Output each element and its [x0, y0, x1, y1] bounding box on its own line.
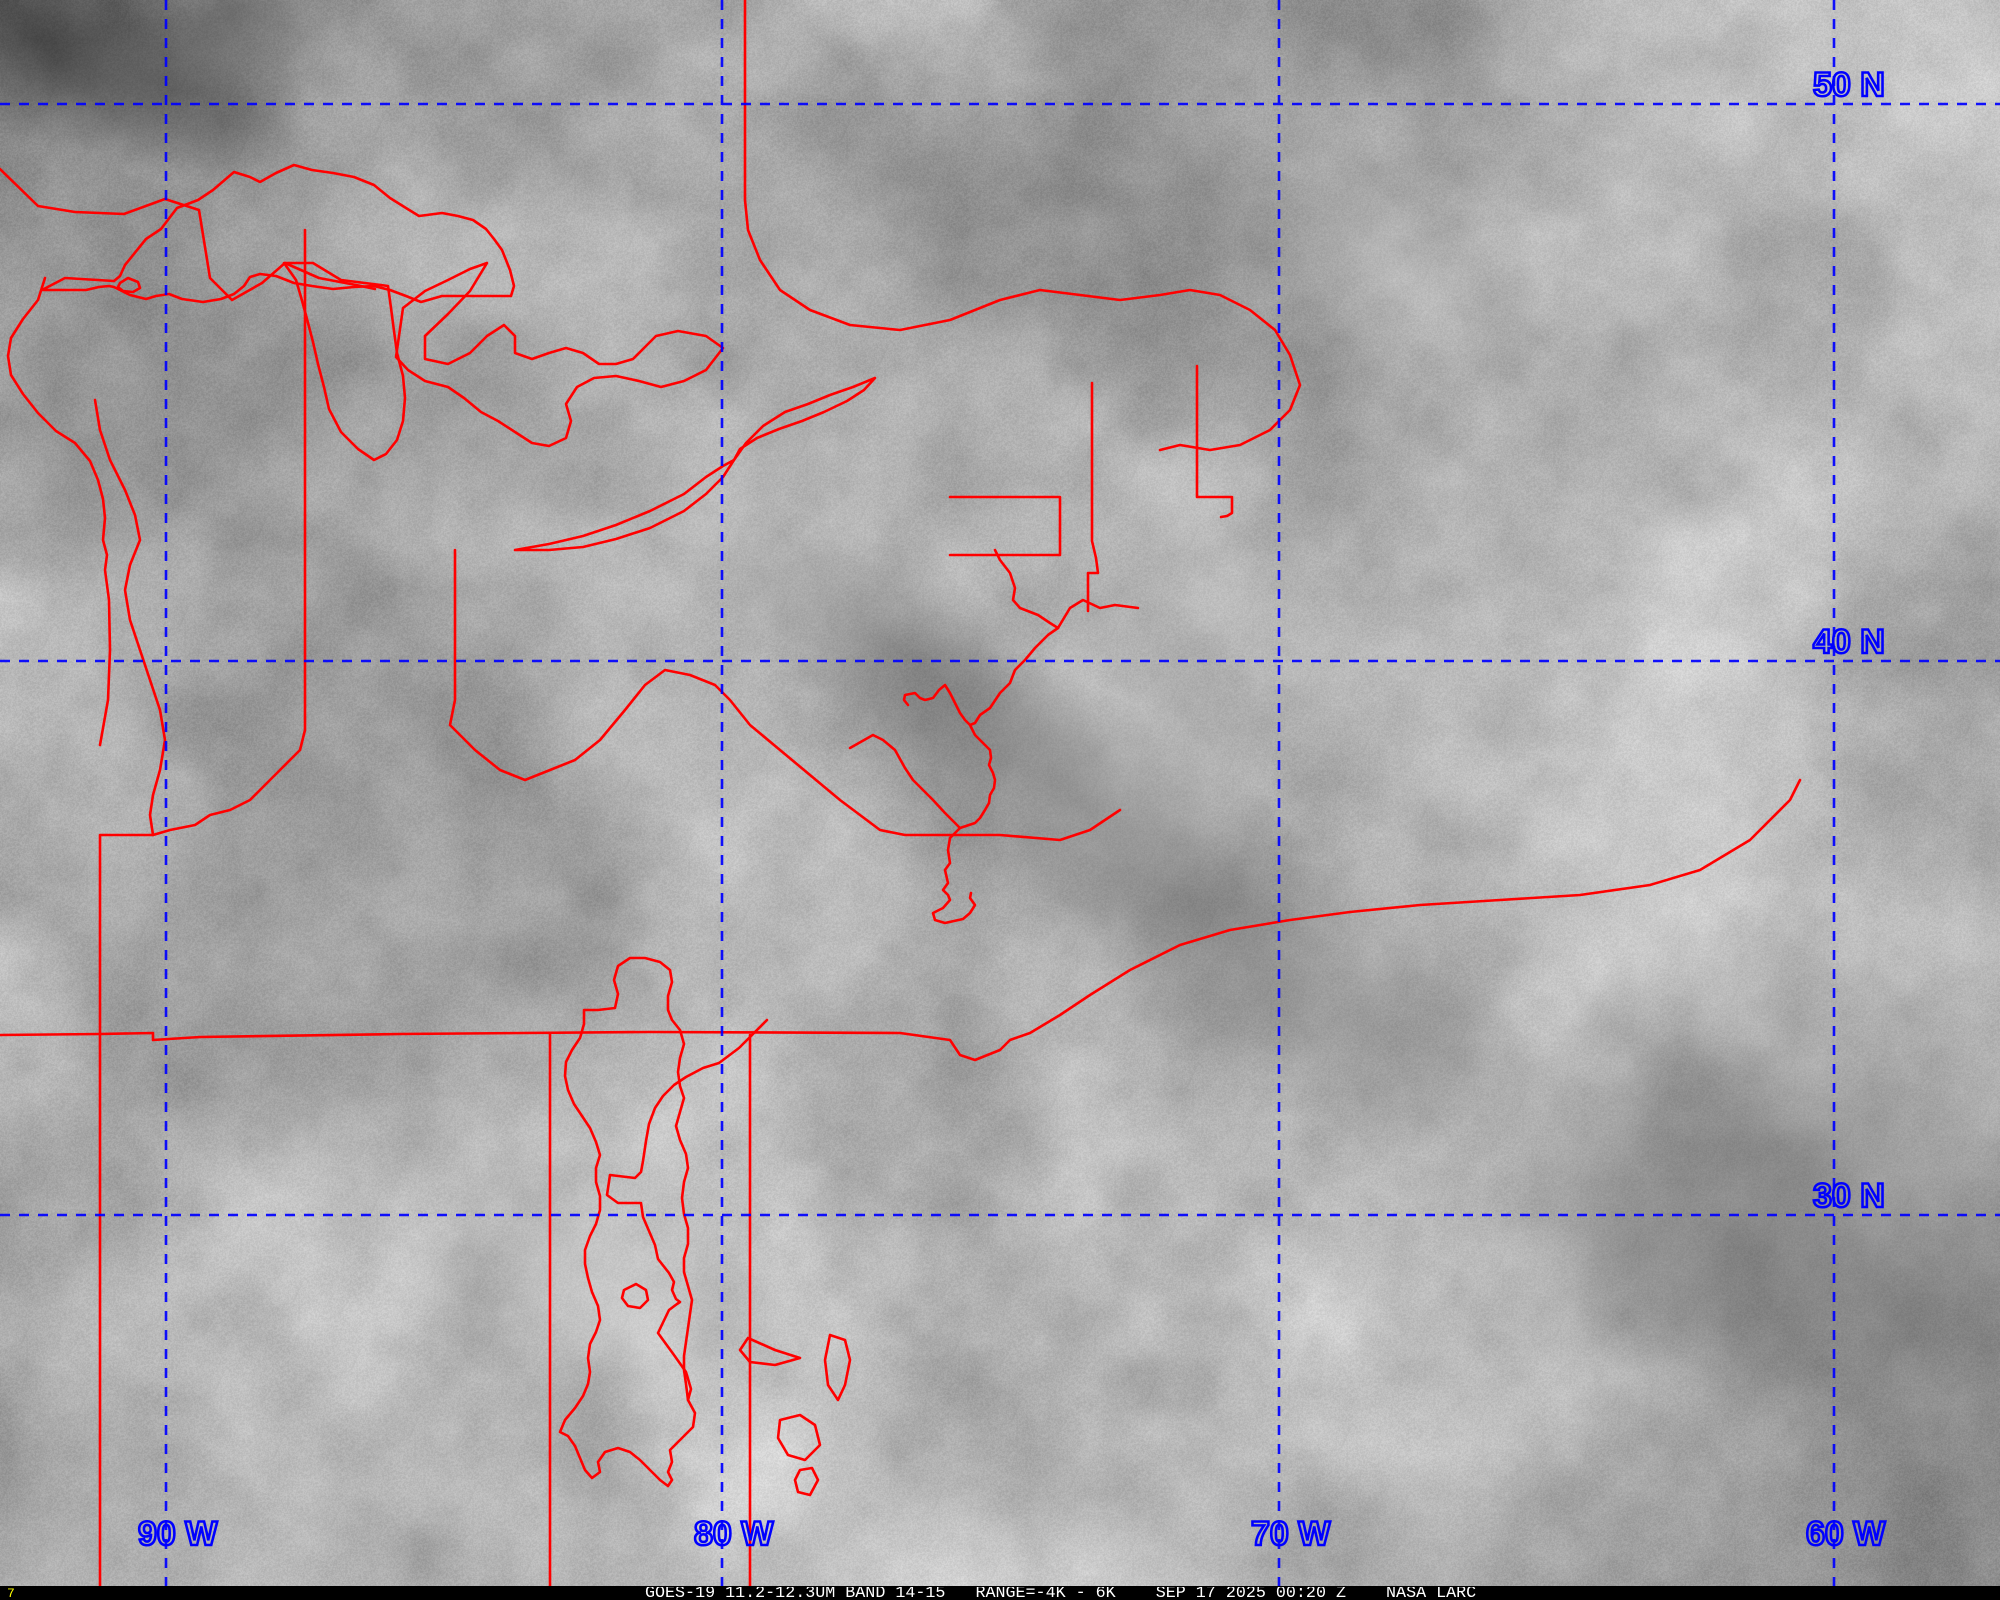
svg-text:30 N: 30 N — [1813, 1177, 1885, 1215]
svg-text:60 W: 60 W — [1806, 1515, 1886, 1553]
svg-text:80 W: 80 W — [694, 1515, 774, 1553]
svg-text:70 W: 70 W — [1251, 1515, 1331, 1553]
svg-text:40 N: 40 N — [1813, 623, 1885, 661]
svg-text:50 N: 50 N — [1813, 66, 1885, 104]
svg-text:90 W: 90 W — [138, 1515, 218, 1553]
